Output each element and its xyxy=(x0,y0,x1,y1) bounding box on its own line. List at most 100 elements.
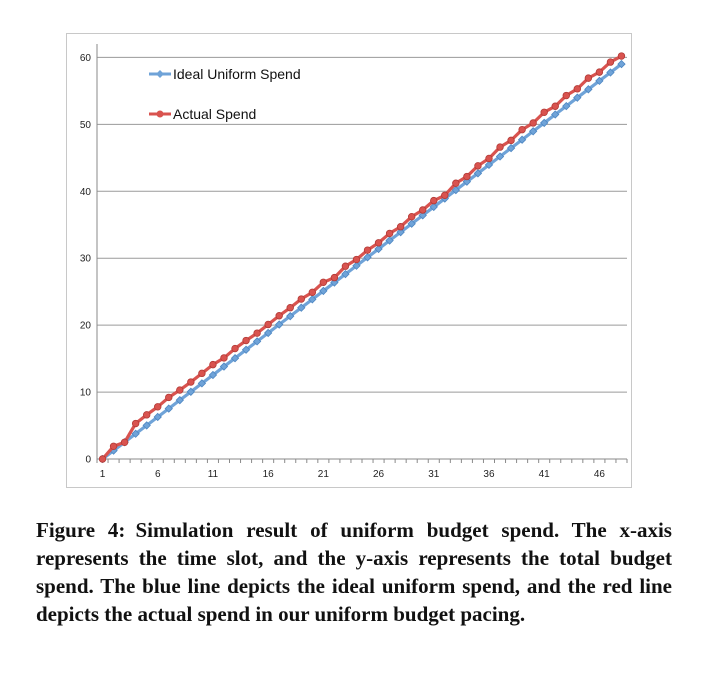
data-point xyxy=(551,110,560,119)
data-point xyxy=(595,68,604,76)
data-point xyxy=(253,329,261,337)
data-point xyxy=(385,229,394,238)
data-point xyxy=(297,295,305,303)
data-point xyxy=(286,311,295,321)
data-point xyxy=(286,304,294,312)
data-point xyxy=(517,135,527,144)
y-tick-label: 40 xyxy=(80,187,92,198)
data-point xyxy=(528,127,538,136)
data-point xyxy=(529,119,537,127)
data-point xyxy=(496,143,504,151)
data-point xyxy=(241,345,251,354)
data-point xyxy=(341,269,350,279)
chart-container: 0 10 20 30 40 50 60 1 6 11 16 21 26 31 36 41 46 Ideal Uni… xyxy=(66,33,632,488)
legend-marker xyxy=(156,70,164,78)
data-point xyxy=(396,227,405,237)
x-tick-label: 46 xyxy=(594,469,606,480)
data-point xyxy=(573,85,582,93)
data-point xyxy=(341,262,350,270)
data-point xyxy=(429,202,438,212)
data-point xyxy=(330,273,339,282)
x-tick-label: 31 xyxy=(428,469,440,480)
y-tick-label: 50 xyxy=(80,120,92,131)
data-point xyxy=(462,177,472,186)
data-point xyxy=(230,354,240,363)
legend-label: Ideal Uniform Spend xyxy=(173,66,301,82)
data-point xyxy=(231,344,239,353)
data-point xyxy=(208,370,218,380)
data-point xyxy=(319,278,328,286)
data-point xyxy=(540,108,548,116)
figure-caption: Figure 4: Simulation result of uniform bu… xyxy=(36,516,672,628)
data-point xyxy=(198,369,206,378)
data-point xyxy=(142,421,151,430)
data-point xyxy=(263,328,273,338)
data-point xyxy=(142,411,151,419)
x-tick-label: 6 xyxy=(155,469,161,480)
data-point xyxy=(606,58,615,66)
data-point xyxy=(98,455,107,463)
data-point xyxy=(275,312,283,320)
data-point xyxy=(209,360,217,369)
data-point xyxy=(352,261,361,270)
data-point xyxy=(485,154,493,163)
data-point xyxy=(363,253,372,262)
legend-marker xyxy=(156,110,164,118)
data-point xyxy=(131,429,140,438)
data-point xyxy=(308,288,317,297)
data-point xyxy=(484,160,494,170)
data-point xyxy=(187,378,195,386)
data-point xyxy=(595,76,604,86)
caption-label: Figure 4: xyxy=(36,518,126,542)
data-point xyxy=(175,395,184,405)
data-point xyxy=(540,118,549,128)
data-point xyxy=(363,246,372,254)
data-point xyxy=(352,255,361,264)
data-point xyxy=(584,74,593,82)
x-tick-label: 21 xyxy=(318,469,330,480)
data-point xyxy=(120,438,129,446)
data-point xyxy=(264,320,272,329)
data-point xyxy=(507,136,515,145)
data-point xyxy=(562,101,571,111)
data-point xyxy=(154,403,162,411)
x-tick-label: 16 xyxy=(263,469,275,480)
x-tick-label: 1 xyxy=(100,469,106,480)
data-point xyxy=(374,239,383,247)
data-point xyxy=(495,152,505,161)
data-point xyxy=(617,59,626,69)
y-tick-label: 20 xyxy=(80,321,92,332)
data-point xyxy=(197,379,207,388)
data-point xyxy=(562,91,570,100)
data-point xyxy=(518,125,526,134)
data-point xyxy=(164,404,173,413)
data-point xyxy=(186,387,196,396)
data-point xyxy=(573,93,582,102)
data-point xyxy=(584,85,593,94)
data-point xyxy=(419,206,427,214)
data-point xyxy=(220,354,228,362)
data-point xyxy=(617,52,626,60)
data-point xyxy=(153,412,162,422)
data-point xyxy=(385,236,394,245)
data-point xyxy=(418,211,427,220)
data-point xyxy=(474,162,482,170)
y-tick-label: 10 xyxy=(80,388,92,399)
data-point xyxy=(452,179,460,187)
data-point xyxy=(319,286,328,296)
data-point xyxy=(308,295,317,304)
data-point xyxy=(297,303,306,312)
data-point xyxy=(165,393,173,402)
data-point xyxy=(242,336,250,345)
data-point xyxy=(252,337,262,346)
data-point xyxy=(396,223,405,231)
data-point xyxy=(374,244,383,254)
x-tick-label: 41 xyxy=(539,469,551,480)
data-point xyxy=(473,169,483,178)
x-tick-label: 26 xyxy=(373,469,385,480)
data-point xyxy=(109,442,118,450)
legend-label: Actual Spend xyxy=(173,106,256,122)
data-point xyxy=(441,191,449,199)
x-tick-label: 11 xyxy=(208,469,219,480)
